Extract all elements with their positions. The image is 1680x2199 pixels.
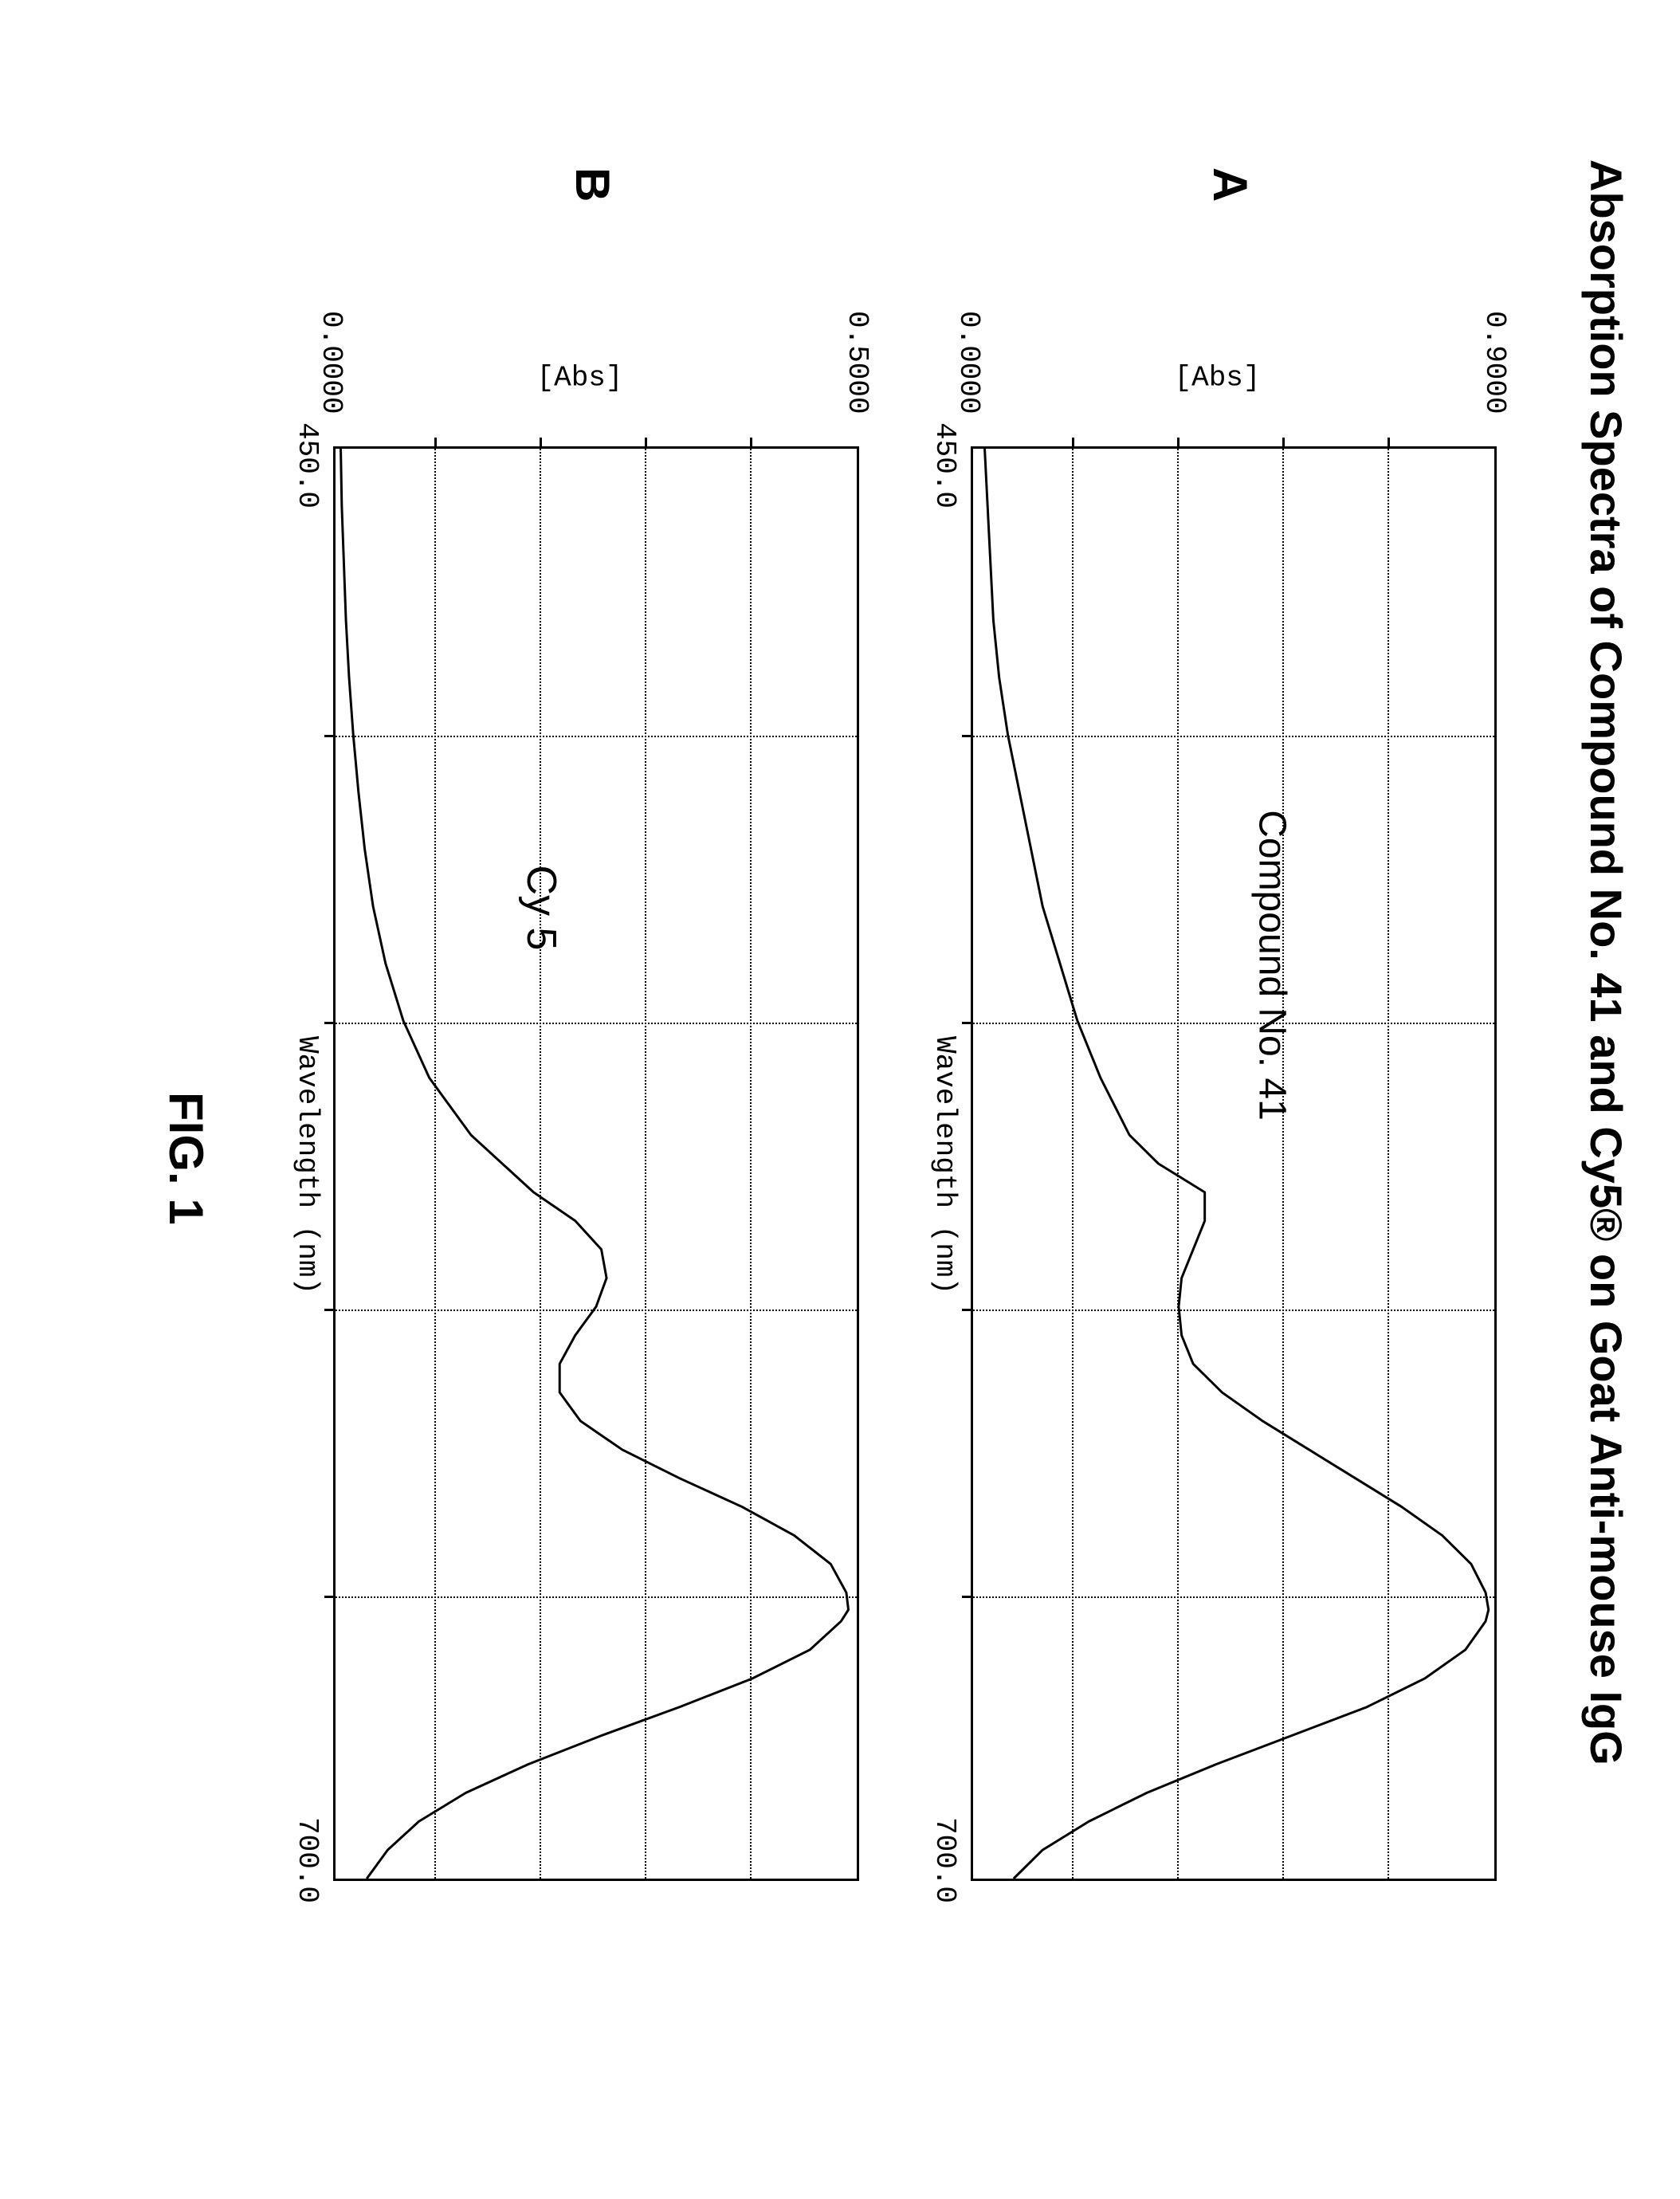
chart-b-curve: [336, 449, 857, 1879]
chart-a-xmin: 450.0: [928, 422, 961, 509]
gridline-v: [336, 1310, 857, 1311]
gridline-v: [973, 736, 1494, 737]
gridline-v: [336, 736, 857, 737]
chart-a-curve: [973, 449, 1494, 1879]
y-tick: [434, 438, 437, 449]
y-tick: [1388, 438, 1390, 449]
gridline-h: [1388, 449, 1389, 1879]
gridline-v: [336, 1596, 857, 1598]
chart-b-ymin: 0.0000: [315, 311, 347, 414]
x-tick: [962, 1309, 973, 1311]
gridline-v: [973, 1596, 1494, 1598]
chart-a-inner-label: Compound No. 41: [1250, 810, 1294, 1121]
x-tick: [962, 735, 973, 737]
gridline-v: [973, 1310, 1494, 1311]
y-tick: [645, 438, 647, 449]
chart-b-inner-label: Cy 5: [517, 866, 565, 951]
chart-b-ymax: 0.5000: [841, 311, 873, 414]
gridline-h: [434, 449, 436, 1879]
gridline-h: [750, 449, 752, 1879]
x-tick: [324, 735, 336, 737]
x-tick: [962, 1022, 973, 1024]
chart-a-ymax: 0.9000: [1478, 311, 1511, 414]
panel-label-b: B: [565, 167, 620, 202]
y-tick: [540, 438, 542, 449]
x-tick: [324, 1022, 336, 1024]
chart-a-xlabel: Wavelength (nm): [928, 1036, 961, 1294]
chart-b: Cy 5: [333, 446, 859, 1881]
chart-b-xmax: 700.0: [291, 1817, 324, 1903]
y-tick: [1072, 438, 1074, 449]
chart-a-ymin: 0.0000: [952, 311, 985, 414]
chart-b-xmin: 450.0: [291, 422, 324, 509]
rotated-page: Absorption Spectra of Compound No. 41 an…: [0, 0, 1680, 2199]
gridline-h: [1282, 449, 1284, 1879]
spectrum-line: [985, 449, 1489, 1879]
chart-b-xlabel: Wavelength (nm): [291, 1036, 324, 1294]
chart-b-ylabel: [Abs]: [536, 362, 622, 395]
chart-a: Compound No. 41: [971, 446, 1497, 1881]
x-tick: [324, 1309, 336, 1311]
y-tick: [750, 438, 752, 449]
gridline-v: [336, 1023, 857, 1024]
figure-label: FIG. 1: [159, 1092, 214, 1225]
gridline-v: [973, 1023, 1494, 1024]
spectrum-line: [341, 449, 849, 1879]
gridline-h: [1072, 449, 1074, 1879]
y-tick: [1177, 438, 1180, 449]
x-tick: [962, 1596, 973, 1598]
chart-a-xmax: 700.0: [928, 1817, 961, 1903]
y-tick: [1282, 438, 1285, 449]
x-tick: [324, 1596, 336, 1598]
gridline-h: [540, 449, 541, 1879]
gridline-h: [645, 449, 646, 1879]
page-title: Absorption Spectra of Compound No. 41 an…: [1580, 159, 1632, 1765]
gridline-h: [1177, 449, 1179, 1879]
chart-a-ylabel: [Abs]: [1174, 362, 1260, 395]
panel-label-a: A: [1203, 167, 1258, 202]
